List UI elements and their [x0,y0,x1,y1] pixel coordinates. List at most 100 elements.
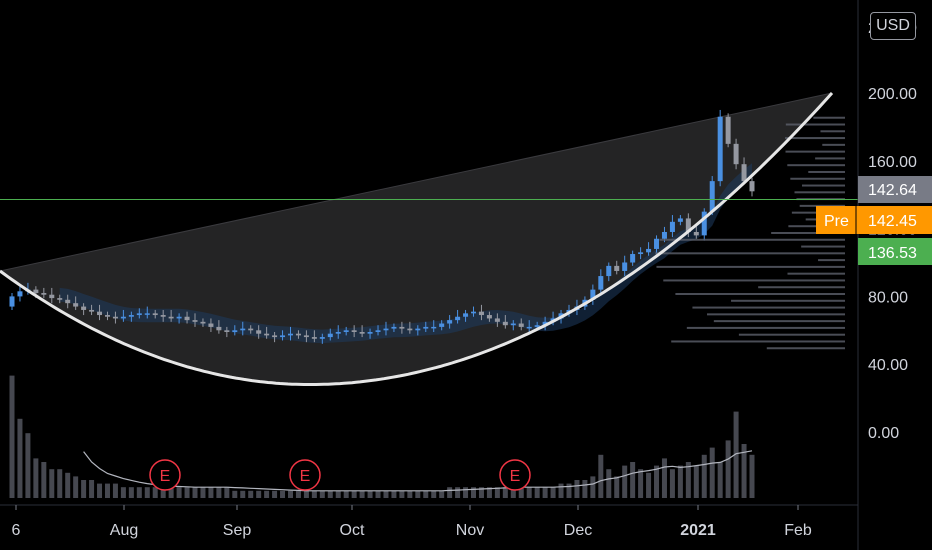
volume-profile-row [787,272,845,275]
volume-profile-row [692,306,845,309]
earnings-marker[interactable] [149,459,181,491]
price-tick-label: 0.00 [868,425,899,442]
price-tick-label: 200.00 [868,86,917,103]
candle-body [200,321,206,324]
volume-bar [693,465,699,498]
candle-body [128,315,134,317]
candle-body [717,116,723,182]
volume-bar [447,487,453,498]
volume-profile-row [820,130,845,133]
candle-body [677,218,683,222]
volume-bar [582,480,588,498]
candle-body [343,330,349,332]
candle-body [73,303,79,307]
volume-profile-row [659,238,845,241]
volume-bar [128,487,134,498]
volume-bar [431,490,437,498]
time-axis[interactable]: 6 Aug Sep Oct Nov Dec 2021 Feb [12,505,812,539]
candle-body [709,181,715,212]
candle-body [415,328,421,331]
premarket-price-value: 142.45 [868,213,917,230]
volume-bar [677,465,683,498]
volume-bar [295,490,301,498]
volume-bar [240,490,246,498]
volume-profile-row [801,184,845,187]
candle-body [192,320,198,322]
candle-body [494,318,500,322]
price-tick-label: 80.00 [868,289,908,306]
candle-body [184,316,190,321]
candle-body [327,333,333,338]
candle-body [65,299,71,304]
volume-profile-row [813,116,845,119]
earnings-marker[interactable] [499,459,531,491]
price-tick-label: 40.00 [868,357,908,374]
volume-bar [73,476,79,498]
candle-body [542,321,548,326]
last-price-value: 142.64 [868,182,917,199]
candle-body [176,316,182,319]
candle-body [280,335,286,338]
candle-body [749,181,755,192]
volume-bar [685,462,691,498]
volume-profile-row [675,293,845,296]
volume-bar [49,469,55,498]
candle-body [399,326,405,329]
green-price-value: 136.53 [868,245,917,262]
volume-bar [638,469,644,498]
cup-curve-line [0,92,834,386]
volume-bar [669,469,675,498]
volume-bar [264,490,270,498]
volume-bar [303,490,309,498]
candle-body [693,231,699,236]
candle-body [614,265,620,271]
candle-body [367,331,373,334]
volume-profile-row [771,231,845,234]
volume-bar [646,472,652,498]
candle-body [319,337,325,339]
volume-bar [526,487,532,498]
candle-body [272,335,278,338]
volume-bar [598,454,604,498]
trend-fan-fill [0,93,832,385]
currency-button[interactable]: USD [870,12,916,40]
candle-body [97,311,103,316]
volume-bar [57,469,63,498]
volume-bar [367,490,373,498]
volume-bar [415,490,421,498]
price-tags: 142.64 Pre 142.45 136.53 [816,176,932,265]
volume-profile-row [766,347,845,350]
earnings-marker[interactable] [289,459,321,491]
volume-bar [733,411,739,498]
time-tick-label: Feb [784,522,812,539]
volume-bar [327,490,333,498]
volume-bar [256,490,262,498]
candle-body [383,328,389,331]
candle-body [41,293,47,295]
candle-body [646,248,652,253]
volume-bar [104,483,110,498]
candle-body [598,276,604,290]
volume-bar [749,454,755,498]
volume-profile-row [713,320,845,323]
volume-bar [41,462,47,498]
volume-bar [176,487,182,498]
earnings-marker-label: E [300,468,311,485]
volume-bar [9,375,15,498]
volume-profile-row [663,279,845,282]
candle-body [423,326,429,329]
volume-ma-line [83,450,753,492]
volume-bar [89,480,95,498]
candle-body [526,326,532,329]
volume-bar [534,487,540,498]
volume-profile-row [758,286,845,289]
volume-bar [375,490,381,498]
candle-body [701,211,707,236]
volume-bar [200,487,206,498]
candlestick-series [9,109,755,344]
candle-body [311,337,317,339]
candle-body [661,231,667,239]
candle-body [638,252,644,255]
